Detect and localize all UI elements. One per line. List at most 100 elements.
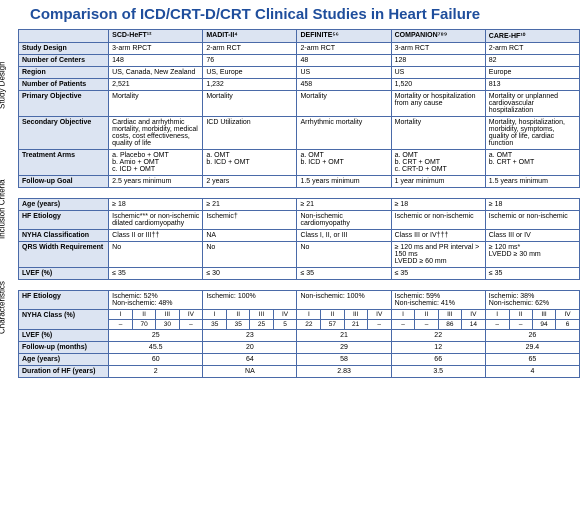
page-title: Comparison of ICD/CRT-D/CRT Clinical Stu…: [0, 0, 582, 29]
nyha-mini: IIIIIIIV3535255: [203, 310, 296, 329]
cell: 29: [297, 342, 391, 354]
table-row: Age (years)≥ 18≥ 21≥ 21≥ 18≥ 18: [19, 199, 580, 211]
cell: Europe: [485, 67, 579, 79]
cell: 3-arm RPCT: [109, 43, 203, 55]
row-header: Number of Centers: [19, 55, 109, 67]
row-header: Follow-up Goal: [19, 176, 109, 188]
cell: Mortality, hospitalization, morbidity, s…: [485, 117, 579, 150]
cell: Non-ischemic: 100%: [297, 291, 391, 310]
cell: 2 years: [203, 176, 297, 188]
cell: 64: [203, 354, 297, 366]
table-row: Number of Centers148764812882: [19, 55, 580, 67]
cell: 1 year minimum: [391, 176, 485, 188]
cell: Ischemic or non-ischemic: [391, 211, 485, 230]
cell: Mortality: [109, 91, 203, 117]
cell: ≤ 35: [297, 268, 391, 280]
header-study: CARE-HF¹⁰: [485, 30, 579, 43]
table-row: NYHA ClassificationClass II or III††NACl…: [19, 230, 580, 242]
cell: ≤ 35: [391, 268, 485, 280]
cell: Ischemic: 59% Non-ischemic: 41%: [391, 291, 485, 310]
header-study: COMPANION⁷⁸⁹: [391, 30, 485, 43]
header-blank: [19, 30, 109, 43]
cell: ≤ 35: [109, 268, 203, 280]
cell: 1,232: [203, 79, 297, 91]
cell: ≥ 18: [109, 199, 203, 211]
row-header: Follow-up (months): [19, 342, 109, 354]
cell: 128: [391, 55, 485, 67]
cell: Class III or IV: [485, 230, 579, 242]
row-header: Secondary Objective: [19, 117, 109, 150]
cell: US: [391, 67, 485, 79]
cell: 29.4: [485, 342, 579, 354]
cell: 26: [485, 330, 579, 342]
cell: No: [203, 242, 297, 268]
table-row: Follow-up (months)45.520291229.4: [19, 342, 580, 354]
cell: 1.5 years minimum: [485, 176, 579, 188]
cell: 66: [391, 354, 485, 366]
table-row: RegionUS, Canada, New ZealandUS, EuropeU…: [19, 67, 580, 79]
cell: 3-arm RCT: [391, 43, 485, 55]
cell: Non-ischemic cardiomyopathy: [297, 211, 391, 230]
cell: 82: [485, 55, 579, 67]
cell: Ischemic: 100%: [203, 291, 297, 310]
table-row: HF EtiologyIschemic*** or non-ischemic d…: [19, 211, 580, 230]
cell: 2.5 years minimum: [109, 176, 203, 188]
cell: Ischemic: 38% Non-ischemic: 62%: [485, 291, 579, 310]
cell-nyha: IIIIIIIV––8614: [391, 310, 485, 330]
row-header: HF Etiology: [19, 291, 109, 310]
row-header: Age (years): [19, 354, 109, 366]
cell: ≥ 18: [391, 199, 485, 211]
table-characteristics: HF EtiologyIschemic: 52% Non-ischemic: 4…: [18, 290, 580, 378]
table-design: SCD-HeFT¹²MADIT-II⁴DEFINITE⁵⁶COMPANION⁷⁸…: [18, 29, 580, 188]
cell: No: [297, 242, 391, 268]
cell: ≥ 120 ms* LVEDD ≥ 30 mm: [485, 242, 579, 268]
cell: 2: [109, 366, 203, 378]
table-row: HF EtiologyIschemic: 52% Non-ischemic: 4…: [19, 291, 580, 310]
table-row: NYHA Class (%)IIIIIIIV–7030–IIIIIIIV3535…: [19, 310, 580, 330]
table-row: QRS Width RequirementNoNoNo≥ 120 ms and …: [19, 242, 580, 268]
table-row: Duration of HF (years)2NA2.833.54: [19, 366, 580, 378]
cell: 45.5: [109, 342, 203, 354]
cell: ≥ 21: [297, 199, 391, 211]
row-header: Region: [19, 67, 109, 79]
nyha-mini: IIIIIIIV225721–: [297, 310, 390, 329]
cell: Ischemic or non-ischemic: [485, 211, 579, 230]
cell: 1,520: [391, 79, 485, 91]
cell: 2.83: [297, 366, 391, 378]
cell: Ischemic†: [203, 211, 297, 230]
cell-nyha: IIIIIIIV––946: [485, 310, 579, 330]
cell: US, Europe: [203, 67, 297, 79]
cell: 813: [485, 79, 579, 91]
cell: ≥ 18: [485, 199, 579, 211]
cell: a. OMT b. ICD + OMT: [297, 150, 391, 176]
row-header: QRS Width Requirement: [19, 242, 109, 268]
cell: 2-arm RCT: [485, 43, 579, 55]
cell: 2-arm RCT: [297, 43, 391, 55]
cell: 21: [297, 330, 391, 342]
row-header: NYHA Classification: [19, 230, 109, 242]
cell: 22: [391, 330, 485, 342]
cell: 3.5: [391, 366, 485, 378]
cell: 25: [109, 330, 203, 342]
section-study-design: Study Design SCD-HeFT¹²MADIT-II⁴DEFINITE…: [0, 29, 582, 188]
row-header: Treatment Arms: [19, 150, 109, 176]
table-row: Treatment Armsa. Placebo + OMT b. Amio +…: [19, 150, 580, 176]
row-header: Age (years): [19, 199, 109, 211]
table-row: LVEF (%)≤ 35≤ 30≤ 35≤ 35≤ 35: [19, 268, 580, 280]
row-header: Duration of HF (years): [19, 366, 109, 378]
cell: Mortality: [297, 91, 391, 117]
row-header: LVEF (%): [19, 268, 109, 280]
cell: a. OMT b. CRT + OMT: [485, 150, 579, 176]
table-row: Study Design3-arm RPCT 2-arm RCT 2-arm RCT…: [19, 43, 580, 55]
cell-nyha: IIIIIIIV–7030–: [109, 310, 203, 330]
row-header: LVEF (%): [19, 330, 109, 342]
nyha-mini: IIIIIIIV––946: [486, 310, 579, 329]
cell: NA: [203, 230, 297, 242]
cell: ≤ 30: [203, 268, 297, 280]
cell: Mortality or hospitalization from any ca…: [391, 91, 485, 117]
cell: Cardiac and arrhythmic mortality, morbid…: [109, 117, 203, 150]
header-study: MADIT-II⁴: [203, 30, 297, 43]
row-header: NYHA Class (%): [19, 310, 109, 330]
row-header: Study Design: [19, 43, 109, 55]
row-header: Number of Patients: [19, 79, 109, 91]
